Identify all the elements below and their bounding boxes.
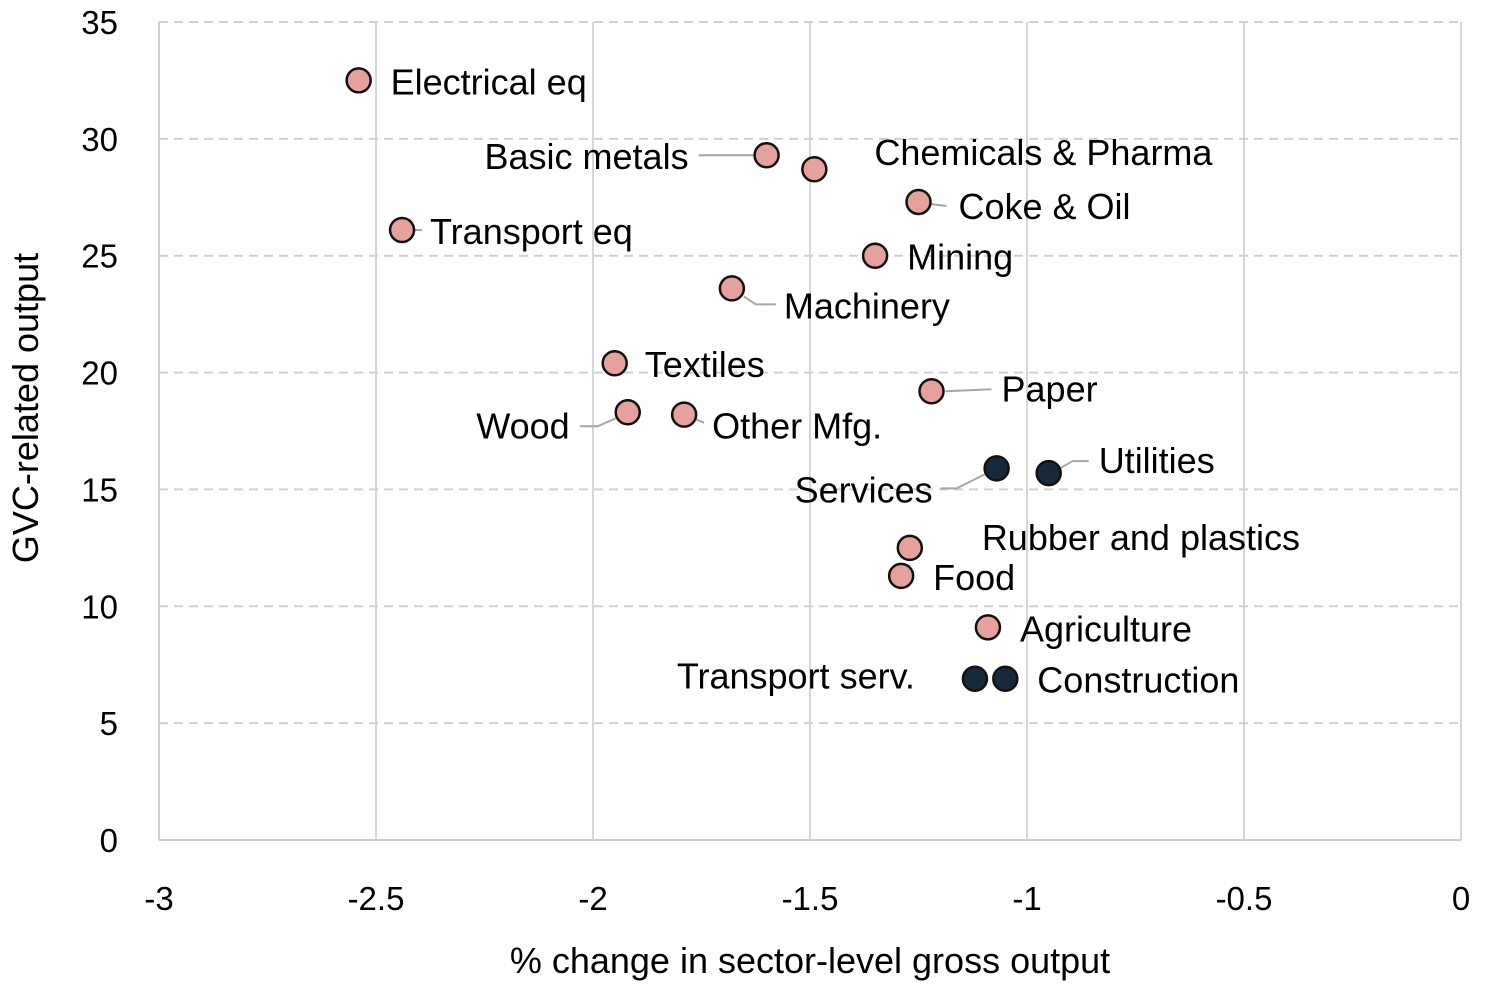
y-tick-label: 20: [81, 355, 118, 392]
x-tick-label: -1.5: [782, 880, 839, 917]
point-label-utilities: Utilities: [1099, 440, 1215, 481]
y-tick-label: 25: [81, 238, 118, 275]
leader-line-utilities: [1058, 460, 1089, 470]
x-tick-label: -0.5: [1216, 880, 1273, 917]
point-label-paper: Paper: [1002, 368, 1098, 409]
point-labels: Electrical eq Basic metals Chemicals & Pha…: [391, 61, 1300, 700]
y-tick-label: 5: [100, 705, 118, 742]
data-point-machinery: [718, 275, 746, 302]
point-label-coke-oil: Coke & Oil: [959, 186, 1131, 227]
y-tick-label: 0: [100, 822, 118, 859]
leader-line-services: [940, 473, 986, 490]
point-label-chemicals-pharma: Chemicals & Pharma: [874, 132, 1213, 173]
y-tick-label: 35: [81, 4, 118, 41]
data-point-utilities: [1035, 459, 1062, 487]
x-tick-label: -2.5: [348, 880, 405, 917]
point-label-other-mfg: Other Mfg.: [712, 406, 882, 447]
label-leader-lines: [412, 154, 1089, 490]
point-label-rubber-and-plastics: Rubber and plastics: [982, 517, 1300, 558]
data-point-transport-serv: [961, 665, 989, 692]
x-tick-label: -2: [578, 880, 607, 917]
data-point-other-mfg: [670, 401, 698, 428]
x-tick-label: -3: [144, 880, 173, 917]
data-point-rubber-and-plastics: [896, 534, 924, 562]
data-point-mining: [861, 242, 889, 269]
point-label-mining: Mining: [907, 237, 1013, 278]
point-label-machinery: Machinery: [784, 285, 950, 326]
data-point-services: [983, 455, 1010, 482]
data-point-chemicals-pharma: [801, 155, 828, 183]
point-label-transport-eq: Transport eq: [430, 211, 633, 252]
x-axis-title: % change in sector-level gross output: [510, 940, 1110, 981]
y-tick-label: 10: [81, 588, 118, 625]
point-label-construction: Construction: [1037, 660, 1239, 701]
point-label-transport-serv: Transport serv.: [677, 656, 915, 697]
y-tick-label: 15: [81, 471, 118, 508]
point-label-agriculture: Agriculture: [1020, 608, 1192, 649]
point-label-wood: Wood: [476, 405, 569, 446]
y-axis-title: GVC-related output: [5, 253, 46, 563]
data-point-electrical-eq: [345, 67, 372, 94]
data-points: [345, 67, 1062, 692]
point-label-food: Food: [933, 557, 1015, 598]
x-tick-label: 0: [1452, 880, 1470, 917]
data-point-paper: [918, 378, 945, 405]
point-label-electrical-eq: Electrical eq: [391, 61, 587, 102]
leader-line-coke-oil: [930, 202, 947, 207]
leader-line-wood: [579, 417, 617, 428]
point-label-services: Services: [795, 469, 933, 510]
data-point-construction: [992, 665, 1019, 692]
data-point-agriculture: [974, 614, 1002, 641]
data-point-food: [887, 562, 915, 590]
data-point-textiles: [601, 349, 628, 377]
data-point-basic-metals: [753, 141, 780, 169]
point-label-basic-metals: Basic metals: [485, 136, 689, 177]
data-point-wood: [614, 399, 641, 426]
x-tick-label: -1: [1012, 880, 1041, 917]
leader-line-machinery: [743, 295, 776, 306]
y-axis-ticks: 0 5 10 15 20 25 30 35: [81, 4, 118, 859]
x-axis-ticks: -3 -2.5 -2 -1.5 -1 -0.5 0: [144, 880, 1470, 917]
grid-lines: [158, 21, 1462, 841]
leader-line-paper: [945, 388, 992, 393]
point-label-textiles: Textiles: [645, 344, 765, 385]
data-point-coke-oil: [905, 188, 932, 216]
y-tick-label: 30: [81, 121, 118, 158]
data-point-transport-eq: [388, 216, 416, 244]
